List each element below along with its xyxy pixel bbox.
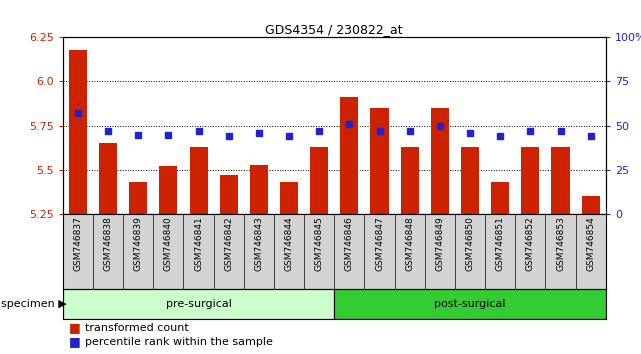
Bar: [160, 166, 178, 214]
Text: GSM746846: GSM746846: [345, 216, 354, 271]
Bar: [551, 147, 570, 214]
Text: GSM746849: GSM746849: [435, 216, 444, 271]
Title: GDS4354 / 230822_at: GDS4354 / 230822_at: [265, 23, 403, 36]
Text: ■: ■: [69, 335, 85, 348]
Text: GSM746839: GSM746839: [134, 216, 143, 271]
Text: ■: ■: [69, 321, 85, 334]
Text: GSM746847: GSM746847: [375, 216, 384, 271]
Bar: [431, 108, 449, 214]
Bar: [461, 147, 479, 214]
Text: GSM746842: GSM746842: [224, 216, 233, 271]
Text: GSM746837: GSM746837: [74, 216, 83, 271]
Text: GSM746844: GSM746844: [285, 216, 294, 271]
Bar: [99, 143, 117, 214]
Bar: [521, 147, 539, 214]
Bar: [129, 182, 147, 214]
Bar: [581, 196, 600, 214]
Bar: [370, 108, 388, 214]
Text: GSM746851: GSM746851: [495, 216, 504, 271]
Bar: [250, 165, 268, 214]
Text: GSM746852: GSM746852: [526, 216, 535, 271]
Bar: [335, 289, 606, 319]
Bar: [69, 50, 87, 214]
Text: GSM746840: GSM746840: [164, 216, 173, 271]
Bar: [401, 147, 419, 214]
Text: GSM746850: GSM746850: [465, 216, 474, 271]
Text: transformed count: transformed count: [85, 322, 189, 332]
Text: GSM746848: GSM746848: [405, 216, 414, 271]
Text: percentile rank within the sample: percentile rank within the sample: [85, 337, 273, 347]
Text: GSM746843: GSM746843: [254, 216, 263, 271]
Bar: [310, 147, 328, 214]
Text: specimen ▶: specimen ▶: [1, 298, 67, 309]
Bar: [340, 97, 358, 214]
Bar: [280, 182, 298, 214]
Bar: [63, 289, 335, 319]
Bar: [491, 182, 509, 214]
Text: GSM746853: GSM746853: [556, 216, 565, 271]
Bar: [190, 147, 208, 214]
Text: GSM746838: GSM746838: [104, 216, 113, 271]
Text: GSM746845: GSM746845: [315, 216, 324, 271]
Text: GSM746854: GSM746854: [586, 216, 595, 271]
Text: pre-surgical: pre-surgical: [165, 298, 231, 309]
Bar: [220, 175, 238, 214]
Text: post-surgical: post-surgical: [434, 298, 506, 309]
Text: GSM746841: GSM746841: [194, 216, 203, 271]
